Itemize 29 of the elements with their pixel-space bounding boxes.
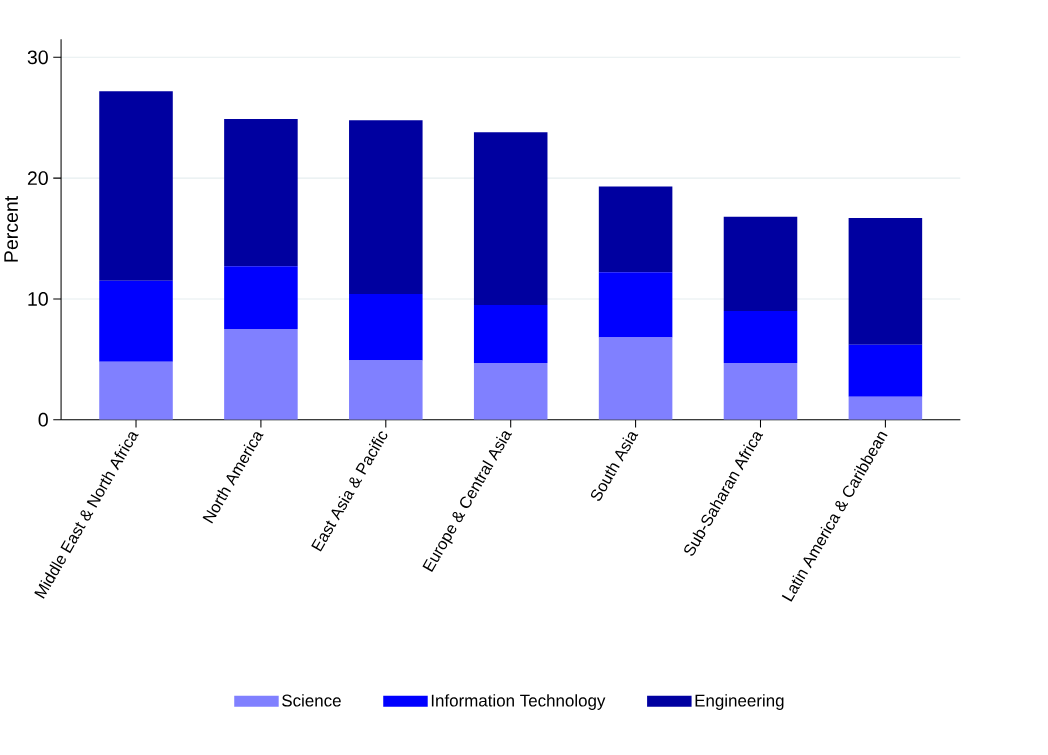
y-tick-label: 0 [38, 412, 48, 427]
bar [349, 360, 423, 420]
bar [224, 118, 298, 267]
bar [848, 217, 923, 345]
y-tick-label: 30 [27, 50, 48, 65]
y-tick-label: 20 [27, 171, 48, 185]
bar [848, 396, 923, 420]
bar [99, 361, 173, 420]
legend-label: Science [282, 694, 341, 707]
y-axis-title: Percent [4, 195, 18, 262]
bar [349, 294, 423, 361]
bar [349, 120, 423, 295]
legend-label: Information Technology [431, 694, 606, 710]
bar [723, 310, 798, 363]
bar [224, 266, 298, 330]
bar [473, 132, 548, 305]
bar [723, 362, 798, 420]
bar [723, 216, 798, 311]
bar [99, 91, 173, 281]
bar [224, 329, 298, 420]
bar [598, 272, 673, 338]
legend-label: Engineering [695, 694, 784, 710]
bar [598, 337, 673, 420]
bar [473, 362, 548, 420]
bar [473, 304, 548, 363]
bar [848, 344, 923, 397]
y-tick-label: 10 [28, 291, 48, 306]
bar [99, 280, 173, 362]
bar [598, 186, 673, 273]
